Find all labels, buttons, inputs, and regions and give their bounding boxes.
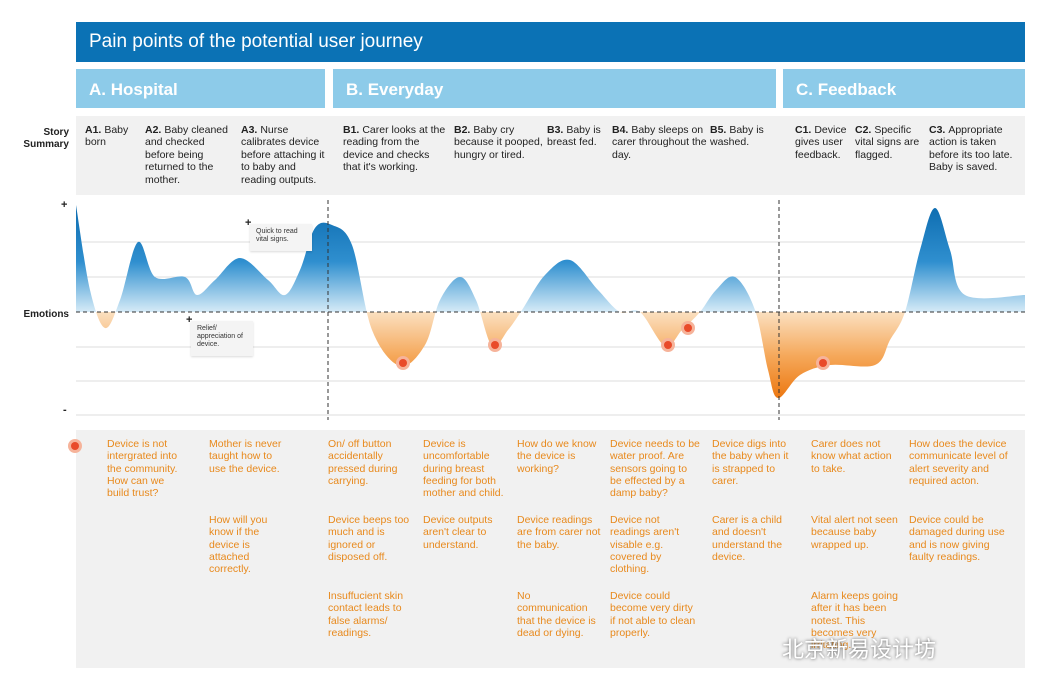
- story-text: Baby sleeps on carer throughout the day.: [612, 124, 707, 161]
- story-text: Baby is breast fed.: [547, 124, 601, 149]
- story-text: Baby cleaned and checked before being re…: [145, 124, 228, 186]
- pain-markers: [68, 321, 830, 453]
- pain-point: Device could be damaged during use and i…: [909, 514, 1005, 563]
- story-text: Specific vital signs are flagged.: [855, 124, 920, 161]
- pain-point: On/ off button accidentally pressed duri…: [328, 438, 398, 487]
- pain-point: Device outputs aren't clear to understan…: [423, 514, 493, 551]
- story-item: B1. Carer looks at the reading from the d…: [343, 124, 446, 174]
- story-item: C1. Device gives user feedback.: [795, 124, 850, 161]
- positive-area: [76, 205, 1025, 312]
- story-item: B5. Baby is washed.: [710, 124, 768, 149]
- story-text: Baby is washed.: [710, 124, 764, 149]
- pain-background: [76, 430, 1025, 668]
- story-item: C2. Specific vital signs are flagged.: [855, 124, 920, 161]
- emotions-label: Emotions: [23, 309, 69, 320]
- story-text: Baby born: [85, 124, 129, 149]
- plus-label: +: [61, 199, 68, 211]
- pain-point: How does the device communicate level of…: [909, 438, 1008, 487]
- story-item: A1. Baby born: [85, 124, 140, 149]
- story-text: Nurse calibrates device before attaching…: [241, 124, 325, 186]
- story-item: B2. Baby cry because it pooped, hungry or…: [454, 124, 544, 161]
- story-id: B3.: [547, 124, 564, 136]
- story-item: A2. Baby cleaned and checked before being…: [145, 124, 235, 186]
- section-header: A. Hospital: [76, 69, 325, 108]
- story-item: A3. Nurse calibrates device before attach…: [241, 124, 326, 186]
- pain-point: Device needs to be water proof. Are sens…: [610, 438, 700, 500]
- pain-point: Insuffucient skin contact leads to false…: [328, 590, 404, 639]
- pain-point: Device beeps too much and is ignored or …: [328, 514, 410, 563]
- story-id: A3.: [241, 124, 258, 136]
- story-id: B4.: [612, 124, 629, 136]
- story-text: Carer looks at the reading from the devi…: [343, 124, 446, 174]
- story-background: [76, 116, 1025, 195]
- negative-area: [76, 312, 1025, 399]
- note-sign: +: [186, 314, 193, 326]
- story-item: B3. Baby is breast fed.: [547, 124, 605, 149]
- pain-point: No communication that the device is dead…: [517, 590, 596, 639]
- pain-point: Vital alert not seen because baby wrappe…: [811, 514, 898, 551]
- story-text: Device gives user feedback.: [795, 124, 847, 161]
- pain-point: Alarm keeps going after it has been note…: [811, 590, 898, 652]
- story-id: C1.: [795, 124, 812, 136]
- story-item: B4. Baby sleeps on carer throughout the d…: [612, 124, 707, 161]
- pain-point: Device not readings aren't visable e.g. …: [610, 514, 680, 576]
- story-item: C3. Appropriate action is taken before it…: [929, 124, 1014, 174]
- pain-point: Device could become very dirty if not ab…: [610, 590, 696, 639]
- story-id: B1.: [343, 124, 360, 136]
- pain-point: Device is uncomfortable during breast fe…: [423, 438, 504, 500]
- story-id: C2.: [855, 124, 872, 136]
- pain-point: How will you know if the device is attac…: [209, 514, 268, 576]
- story-id: C3.: [929, 124, 946, 136]
- note: Relief/ appreciation of device.: [191, 321, 253, 356]
- story-text: Appropriate action is taken before its t…: [929, 124, 1013, 174]
- section-header: C. Feedback: [783, 69, 1025, 108]
- pain-point: Mother is never taught how to use the de…: [209, 438, 282, 475]
- story-text: Baby cry because it pooped, hungry or ti…: [454, 124, 543, 161]
- pain-point: Carer does not know what action to take.: [811, 438, 892, 475]
- title-bar: Pain points of the potential user journe…: [76, 22, 1025, 62]
- story-id: B2.: [454, 124, 471, 136]
- pain-point: Device readings are from carer not the b…: [517, 514, 601, 551]
- watermark: 北京新易设计坊: [782, 638, 937, 663]
- note-sign: +: [245, 217, 252, 229]
- section-header: B. Everyday: [333, 69, 776, 108]
- story-id: B5.: [710, 124, 727, 136]
- pain-point: How do we know the device is working?: [517, 438, 597, 475]
- story-id: A1.: [85, 124, 102, 136]
- pain-point: Carer is a child and doesn't understand …: [712, 514, 783, 563]
- story-id: A2.: [145, 124, 162, 136]
- pain-point: Device is not intergrated into the commu…: [107, 438, 178, 500]
- story-label: Story Summary: [23, 127, 69, 150]
- minus-label: -: [63, 404, 67, 416]
- pain-point: Device digs into the baby when it is str…: [712, 438, 789, 487]
- note: Quick to read vital signs.: [250, 224, 312, 251]
